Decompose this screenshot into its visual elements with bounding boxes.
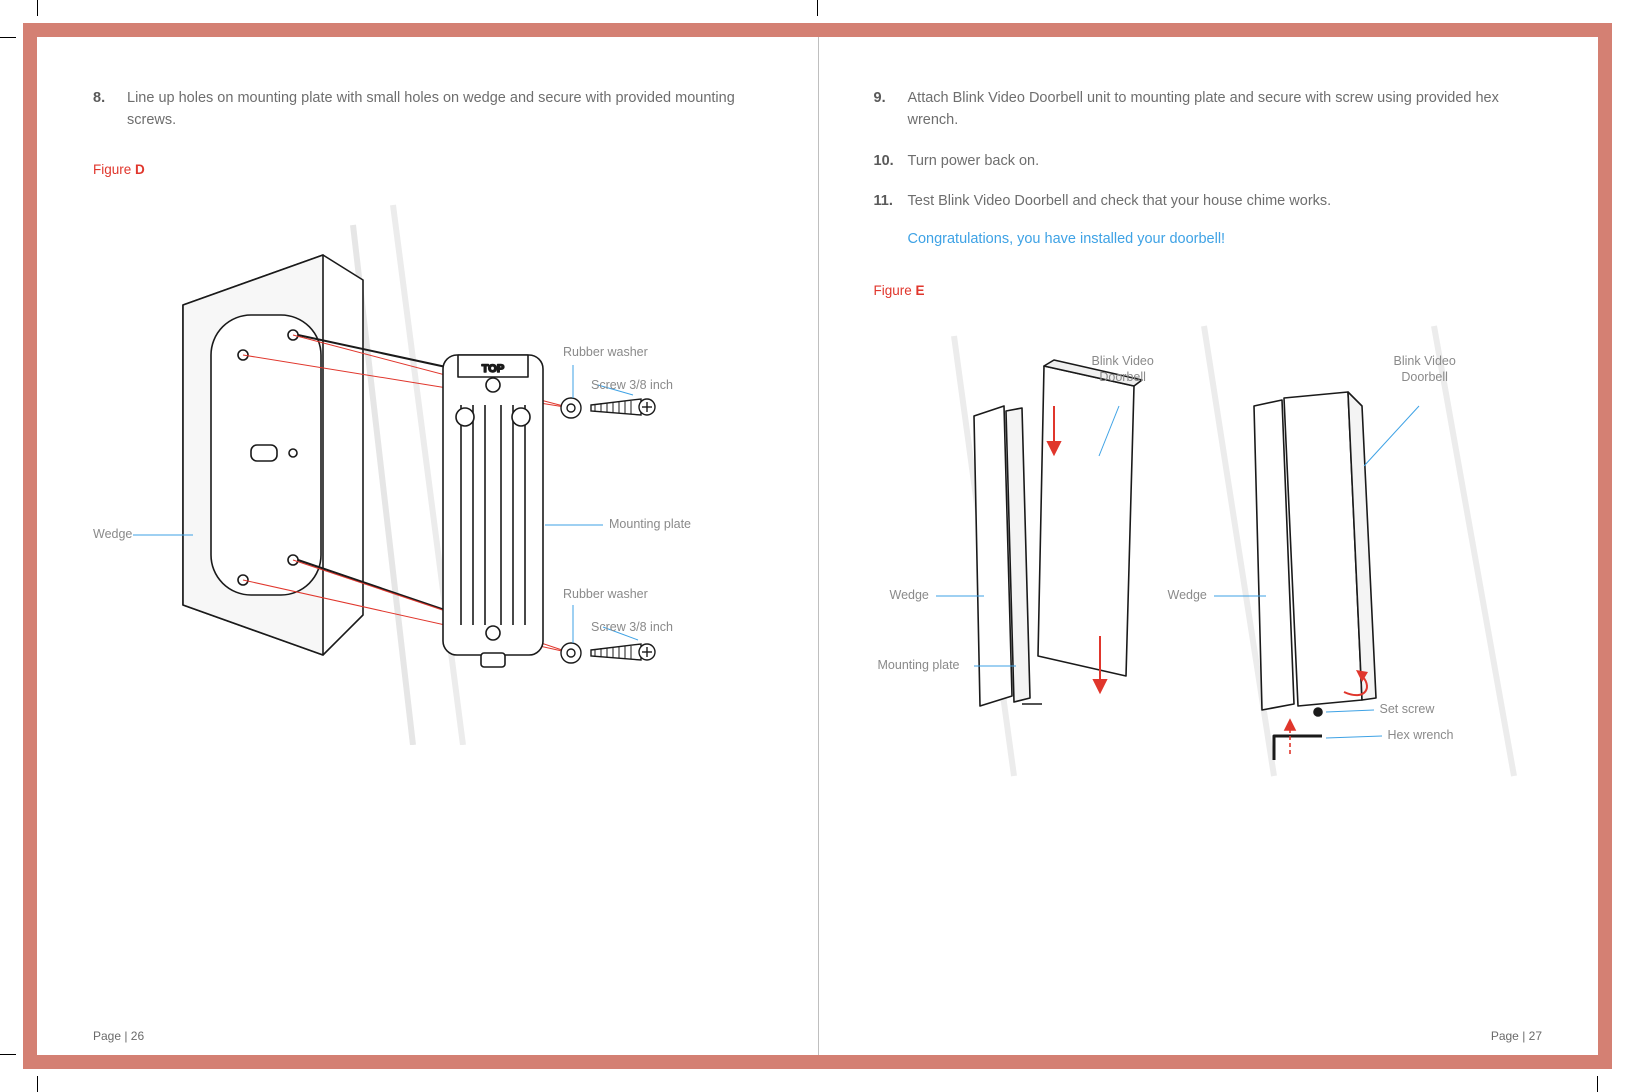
- callout-wedge: Wedge: [93, 527, 132, 541]
- figure-d-label: Figure D: [93, 162, 754, 177]
- step-text: Attach Blink Video Doorbell unit to moun…: [908, 87, 1543, 132]
- figure-e-label: Figure E: [874, 283, 1543, 298]
- figure-prefix: Figure: [874, 283, 916, 298]
- manual-spread-frame: 8. Line up holes on mounting plate with …: [23, 23, 1612, 1069]
- step-text: Line up holes on mounting plate with sma…: [127, 87, 754, 132]
- callout-screw-bottom: Screw 3/8 inch: [591, 620, 673, 634]
- page-number-left: Page | 26: [93, 1029, 144, 1043]
- page-27: 9. Attach Blink Video Doorbell unit to m…: [818, 37, 1599, 1055]
- callout-rubber-washer-bottom: Rubber washer: [563, 587, 648, 601]
- callout-mounting-plate: Mounting plate: [609, 517, 691, 531]
- figure-d: TOP: [93, 185, 754, 745]
- step-text: Test Blink Video Doorbell and check that…: [908, 190, 1332, 212]
- callout-wedge-right: Wedge: [1168, 588, 1207, 602]
- callout-doorbell-right: Blink VideoDoorbell: [1394, 354, 1456, 385]
- callout-screw-top: Screw 3/8 inch: [591, 378, 673, 392]
- figure-letter: E: [916, 283, 925, 298]
- step-number: 10.: [874, 150, 896, 172]
- congrats-text: Congratulations, you have installed your…: [908, 231, 1543, 247]
- step-text: Turn power back on.: [908, 150, 1040, 172]
- callout-set-screw: Set screw: [1380, 702, 1435, 716]
- crop-mark: [37, 1076, 38, 1092]
- callout-mounting-plate: Mounting plate: [878, 658, 960, 672]
- step-number: 8.: [93, 87, 115, 132]
- step-8: 8. Line up holes on mounting plate with …: [93, 87, 754, 132]
- crop-mark: [37, 0, 38, 16]
- svg-text:TOP: TOP: [482, 363, 504, 375]
- step-number: 9.: [874, 87, 896, 132]
- figure-prefix: Figure: [93, 162, 135, 177]
- step-9: 9. Attach Blink Video Doorbell unit to m…: [874, 87, 1543, 132]
- page-26: 8. Line up holes on mounting plate with …: [37, 37, 818, 1055]
- figure-e: Blink VideoDoorbell Blink VideoDoorbell …: [874, 306, 1543, 786]
- callout-rubber-washer-top: Rubber washer: [563, 345, 648, 359]
- step-10: 10. Turn power back on.: [874, 150, 1543, 172]
- page-number-right: Page | 27: [1491, 1029, 1542, 1043]
- step-number: 11.: [874, 190, 896, 212]
- figure-d-svg: TOP: [93, 185, 753, 745]
- step-11: 11. Test Blink Video Doorbell and check …: [874, 190, 1543, 212]
- crop-mark: [0, 1054, 16, 1055]
- callout-wedge-left: Wedge: [890, 588, 929, 602]
- callout-hex-wrench: Hex wrench: [1388, 728, 1454, 742]
- figure-letter: D: [135, 162, 145, 177]
- crop-mark: [1597, 1076, 1598, 1092]
- crop-mark: [817, 0, 818, 16]
- callout-doorbell-left: Blink VideoDoorbell: [1092, 354, 1154, 385]
- crop-mark: [0, 37, 16, 38]
